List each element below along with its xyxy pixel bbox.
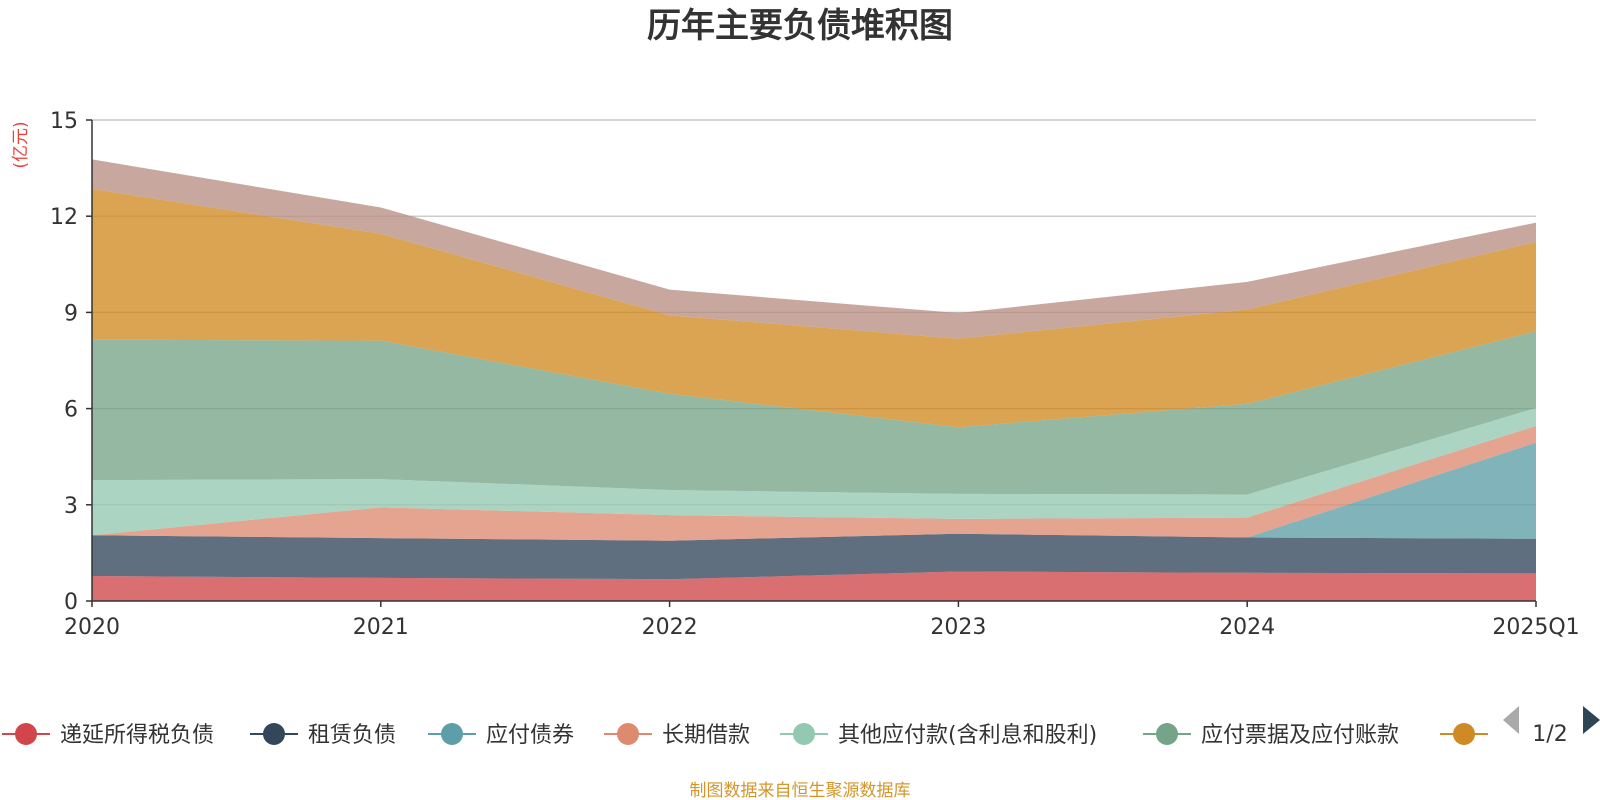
legend-item-4[interactable]: 其他应付款(含利息和股利) — [780, 723, 1097, 748]
y-tick-label-0: 0 — [64, 590, 78, 615]
y-tick-label-1: 3 — [64, 494, 78, 519]
chart-title: 历年主要负债堆积图 — [647, 6, 953, 46]
legend-marker-icon — [441, 723, 463, 745]
y-tick-label-5: 15 — [50, 109, 78, 134]
legend-marker-icon — [1156, 723, 1178, 745]
y-tick-label-2: 6 — [64, 398, 78, 423]
legend-label: 应付票据及应付账款 — [1201, 723, 1399, 748]
area-series-7 — [92, 159, 1536, 339]
legend-label: 长期借款 — [662, 723, 750, 748]
legend-label: 其他应付款(含利息和股利) — [838, 723, 1097, 748]
legend-next-page-icon[interactable] — [1583, 706, 1600, 734]
area-series-0 — [92, 571, 1536, 601]
y-tick-label-4: 12 — [50, 205, 78, 230]
legend-item-1[interactable]: 租赁负债 — [250, 723, 396, 748]
area-series-1 — [92, 533, 1536, 580]
x-tick-label-0: 2020 — [64, 615, 120, 640]
area-series-4 — [92, 408, 1536, 536]
area-series-5 — [92, 331, 1536, 495]
legend-item-6[interactable] — [1440, 723, 1488, 745]
legend-item-2[interactable]: 应付债券 — [428, 723, 574, 748]
legend-item-0[interactable]: 递延所得税负债 — [2, 723, 214, 748]
legend-label: 租赁负债 — [308, 723, 396, 748]
legend-marker-icon — [263, 723, 285, 745]
legend: 递延所得税负债 租赁负债 应付债券 长期借款 其他应付款(含利息和股利) 应付票据及应付账… — [2, 723, 1488, 748]
legend-marker-icon — [793, 723, 815, 745]
legend-label: 应付债券 — [486, 723, 574, 748]
legend-marker-icon — [617, 723, 639, 745]
axes: 0 3 6 9 12 15 2020 2021 2022 2023 2024 2025Q1 — [50, 109, 1580, 640]
x-tick-label-2: 2022 — [642, 615, 698, 640]
y-tick-label-3: 9 — [64, 301, 78, 326]
legend-pager: 1/2 — [1503, 706, 1600, 747]
y-axis-unit-label: (亿元) — [11, 121, 31, 168]
legend-marker-icon — [15, 723, 37, 745]
area-series — [92, 159, 1536, 601]
x-tick-label-5: 2025Q1 — [1492, 615, 1579, 640]
area-series-6 — [92, 188, 1536, 428]
legend-marker-icon — [1453, 723, 1475, 745]
legend-prev-page-icon[interactable] — [1503, 706, 1519, 734]
x-tick-label-1: 2021 — [353, 615, 409, 640]
x-tick-label-4: 2024 — [1219, 615, 1275, 640]
legend-label: 递延所得税负债 — [60, 723, 214, 748]
x-tick-label-3: 2023 — [930, 615, 986, 640]
legend-page-indicator: 1/2 — [1532, 722, 1567, 747]
legend-item-5[interactable]: 应付票据及应付账款 — [1143, 723, 1399, 748]
area-series-2 — [92, 442, 1536, 541]
data-source-note: 制图数据来自恒生聚源数据库 — [690, 781, 911, 800]
area-series-3 — [92, 425, 1536, 541]
legend-item-3[interactable]: 长期借款 — [604, 723, 750, 748]
